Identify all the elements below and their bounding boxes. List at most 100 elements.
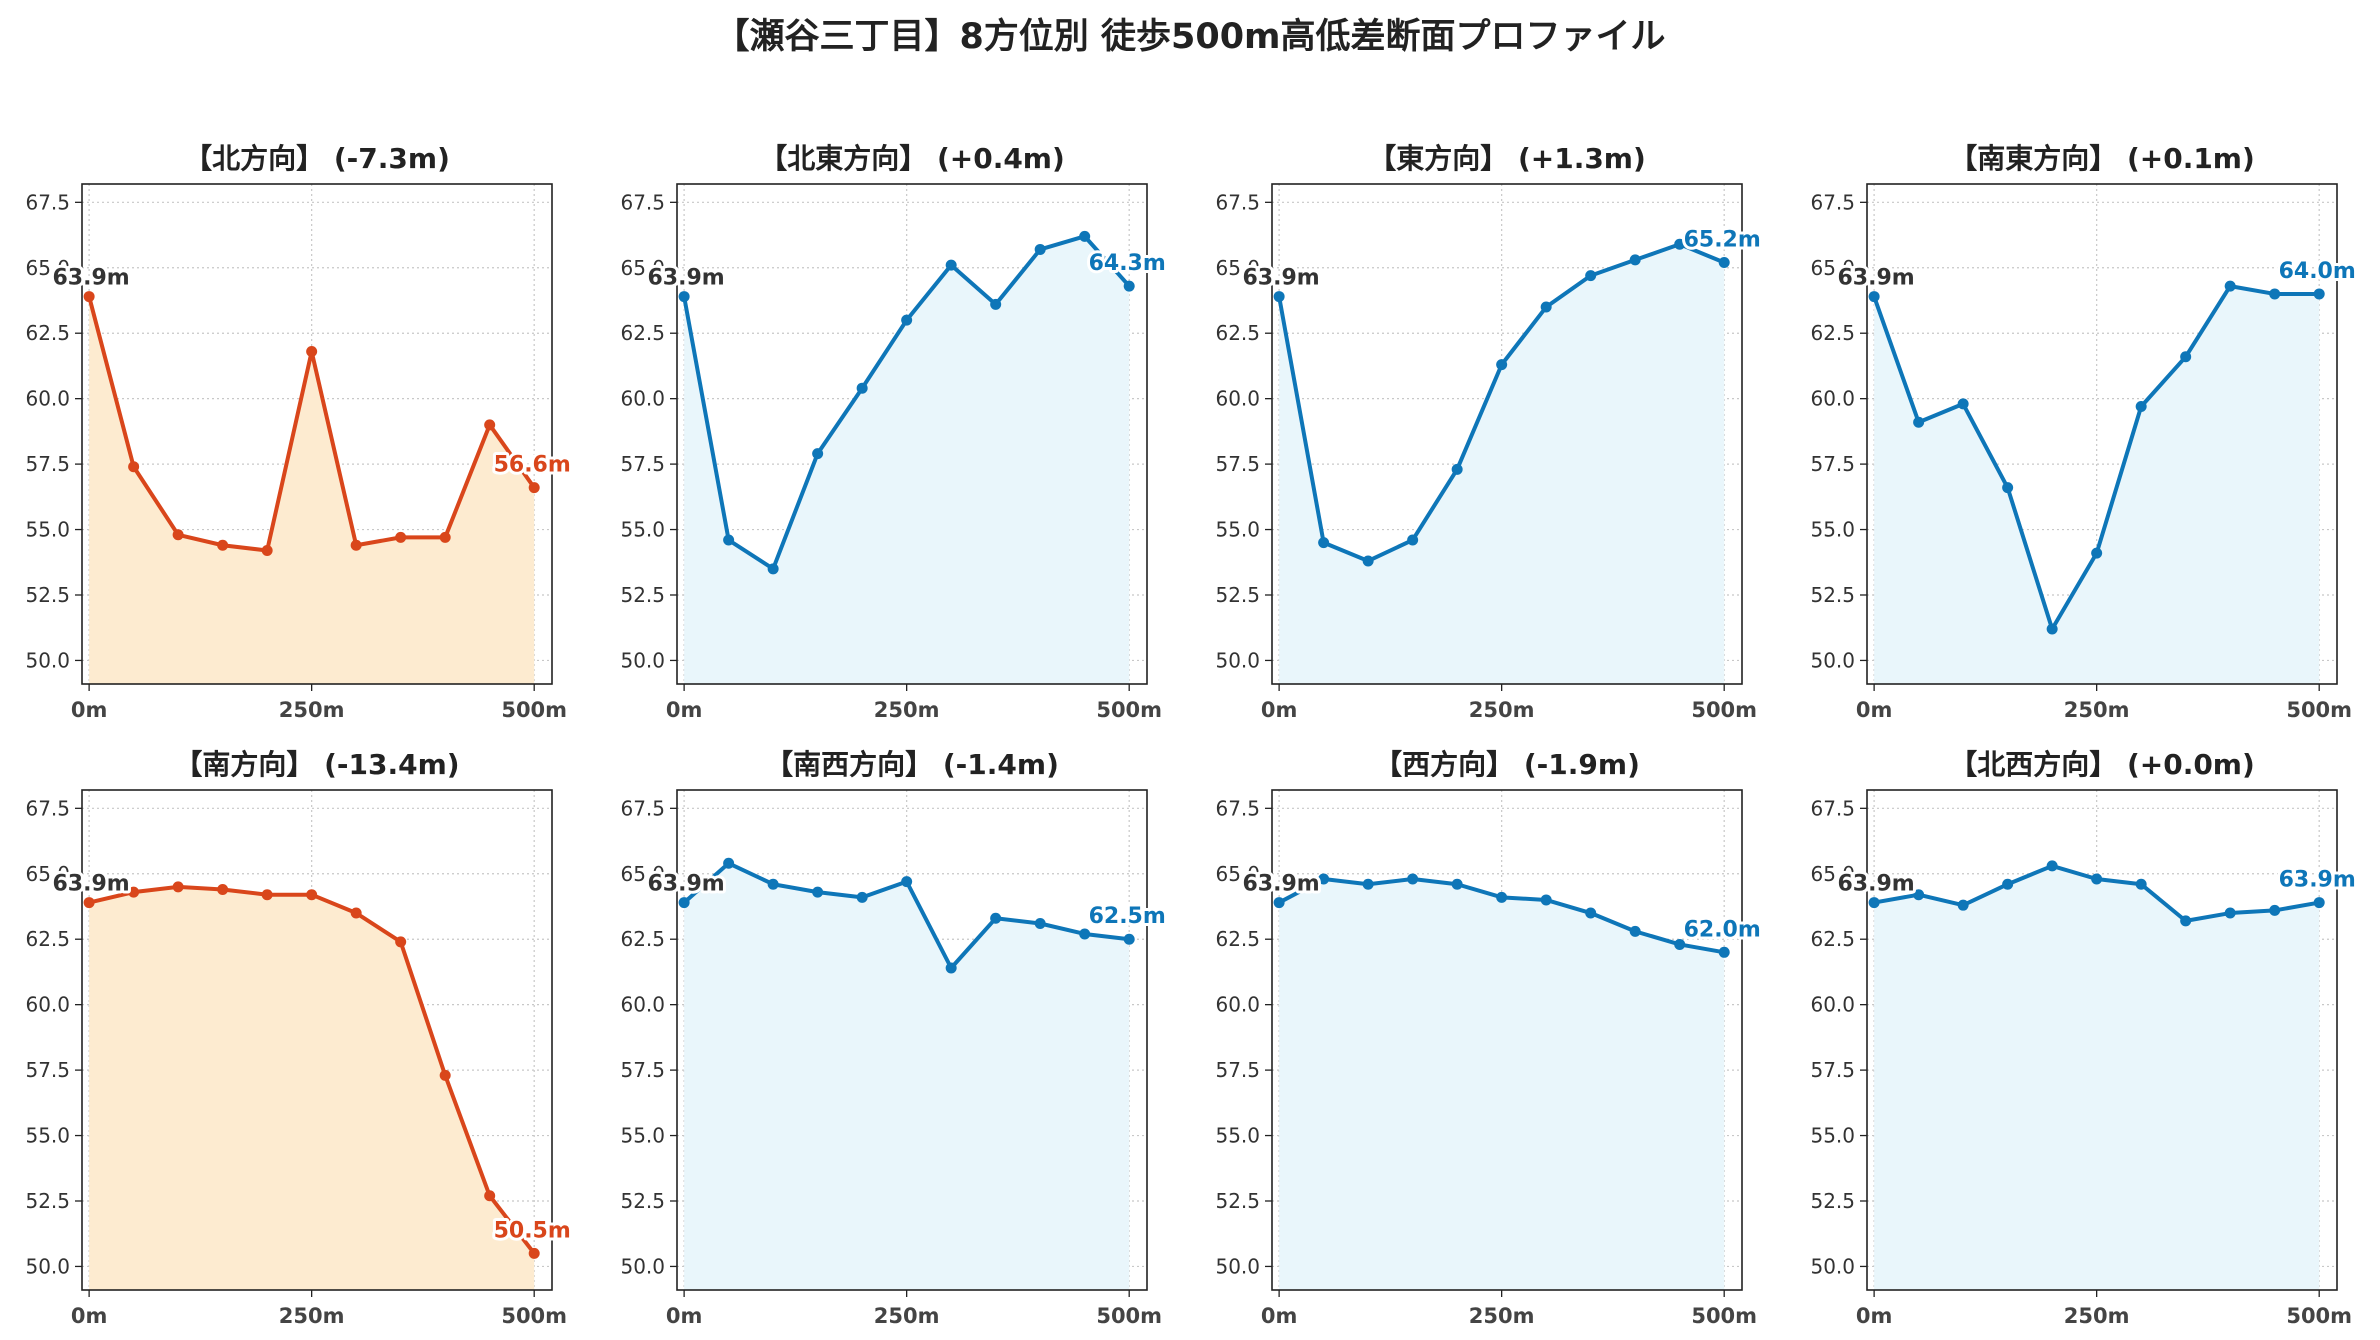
data-point — [2269, 288, 2281, 300]
data-point — [1079, 928, 1091, 940]
subplot-title: 【南方向】 (-13.4m) — [174, 748, 459, 781]
y-tick-label: 67.5 — [1810, 796, 1855, 820]
y-tick-label: 55.0 — [1810, 518, 1855, 542]
data-point — [856, 382, 868, 394]
data-point — [723, 534, 735, 546]
y-tick-label: 55.0 — [620, 518, 665, 542]
area-fill — [89, 296, 535, 684]
plot-frame — [1271, 789, 1743, 1291]
data-point — [261, 544, 273, 556]
y-tick-label: 62.5 — [25, 321, 70, 345]
y-tick-label: 67.5 — [1215, 796, 1260, 820]
x-tick-label: 500m — [501, 1304, 567, 1328]
y-tick-label: 52.5 — [1810, 583, 1855, 607]
data-point — [1273, 291, 1285, 303]
data-point — [1318, 537, 1330, 549]
x-tick-label: 250m — [2064, 1304, 2130, 1328]
x-tick-label: 0m — [1261, 698, 1298, 722]
plot-frame — [81, 789, 553, 1291]
data-point — [1362, 878, 1374, 890]
data-point — [1407, 873, 1419, 885]
y-tick-label: 55.0 — [1215, 1124, 1260, 1148]
subplot-title: 【東方向】 (+1.3m) — [1368, 142, 1646, 175]
end-value-label: 50.5m — [494, 1218, 571, 1243]
data-point — [2180, 351, 2192, 363]
y-tick-label: 57.5 — [25, 452, 70, 476]
x-tick-label: 500m — [501, 698, 567, 722]
y-tick-label: 50.0 — [1215, 648, 1260, 672]
y-tick-label: 50.0 — [1215, 1254, 1260, 1278]
data-point — [1540, 894, 1552, 906]
y-tick-label: 60.0 — [1810, 387, 1855, 411]
data-point — [1407, 534, 1419, 546]
plot-frame — [676, 183, 1148, 685]
x-tick-label: 250m — [1469, 698, 1535, 722]
y-tick-label: 67.5 — [25, 796, 70, 820]
data-point — [350, 539, 362, 551]
y-tick-label: 65.0 — [620, 862, 665, 886]
data-point — [2002, 878, 2014, 890]
y-tick-label: 62.5 — [1810, 321, 1855, 345]
x-tick-label: 500m — [1691, 1304, 1757, 1328]
data-point — [678, 897, 690, 909]
x-tick-label: 250m — [874, 698, 940, 722]
y-tick-label: 65.0 — [1810, 256, 1855, 280]
data-point — [901, 876, 913, 888]
data-point — [1674, 238, 1686, 250]
data-point — [439, 531, 451, 543]
area-fill — [1874, 865, 2320, 1290]
y-tick-label: 67.5 — [1215, 190, 1260, 214]
data-point — [1451, 463, 1463, 475]
y-tick-label: 57.5 — [1810, 452, 1855, 476]
y-tick-label: 67.5 — [25, 190, 70, 214]
data-point — [1868, 897, 1880, 909]
y-tick-label: 57.5 — [1810, 1058, 1855, 1082]
start-value-label: 63.9m — [648, 266, 725, 291]
data-point — [1718, 946, 1730, 958]
x-tick-label: 0m — [1856, 1304, 1893, 1328]
x-tick-label: 250m — [279, 698, 345, 722]
y-tick-label: 60.0 — [620, 993, 665, 1017]
x-tick-label: 0m — [71, 698, 108, 722]
data-point — [678, 291, 690, 303]
data-point — [395, 936, 407, 948]
x-tick-label: 0m — [1856, 698, 1893, 722]
y-tick-label: 57.5 — [1215, 452, 1260, 476]
y-tick-label: 60.0 — [1215, 993, 1260, 1017]
data-point — [128, 886, 140, 898]
y-tick-label: 57.5 — [25, 1058, 70, 1082]
data-point — [528, 482, 540, 494]
data-point — [1079, 230, 1091, 242]
start-value-label: 63.9m — [1243, 872, 1320, 897]
data-point — [1496, 891, 1508, 903]
y-tick-label: 65.0 — [25, 862, 70, 886]
y-tick-label: 67.5 — [620, 190, 665, 214]
y-tick-label: 65.0 — [1215, 862, 1260, 886]
data-point — [1585, 270, 1597, 282]
data-point — [767, 878, 779, 890]
data-point — [1540, 301, 1552, 313]
data-point — [2180, 915, 2192, 927]
y-tick-label: 50.0 — [1810, 1254, 1855, 1278]
y-tick-label: 65.0 — [620, 256, 665, 280]
y-tick-label: 50.0 — [25, 648, 70, 672]
y-tick-label: 62.5 — [1810, 927, 1855, 951]
x-tick-label: 500m — [2286, 1304, 2352, 1328]
y-tick-label: 55.0 — [1810, 1124, 1855, 1148]
subplot-title: 【北西方向】 (+0.0m) — [1949, 748, 2255, 781]
data-point — [2046, 623, 2058, 635]
data-point — [306, 346, 318, 358]
y-tick-label: 52.5 — [25, 1189, 70, 1213]
data-point — [2313, 288, 2325, 300]
data-point — [1629, 254, 1641, 266]
data-point — [1362, 555, 1374, 567]
data-point — [945, 962, 957, 974]
plot-frame — [676, 789, 1148, 1291]
x-tick-label: 250m — [279, 1304, 345, 1328]
y-tick-label: 62.5 — [1215, 321, 1260, 345]
data-point — [350, 907, 362, 919]
y-tick-label: 62.5 — [25, 927, 70, 951]
subplot-2: 【北東方向】 (+0.4m) 50.0 52.5 55.0 57.5 60.0 62.5 65… — [620, 142, 1168, 722]
plot-frame — [1866, 789, 2338, 1291]
